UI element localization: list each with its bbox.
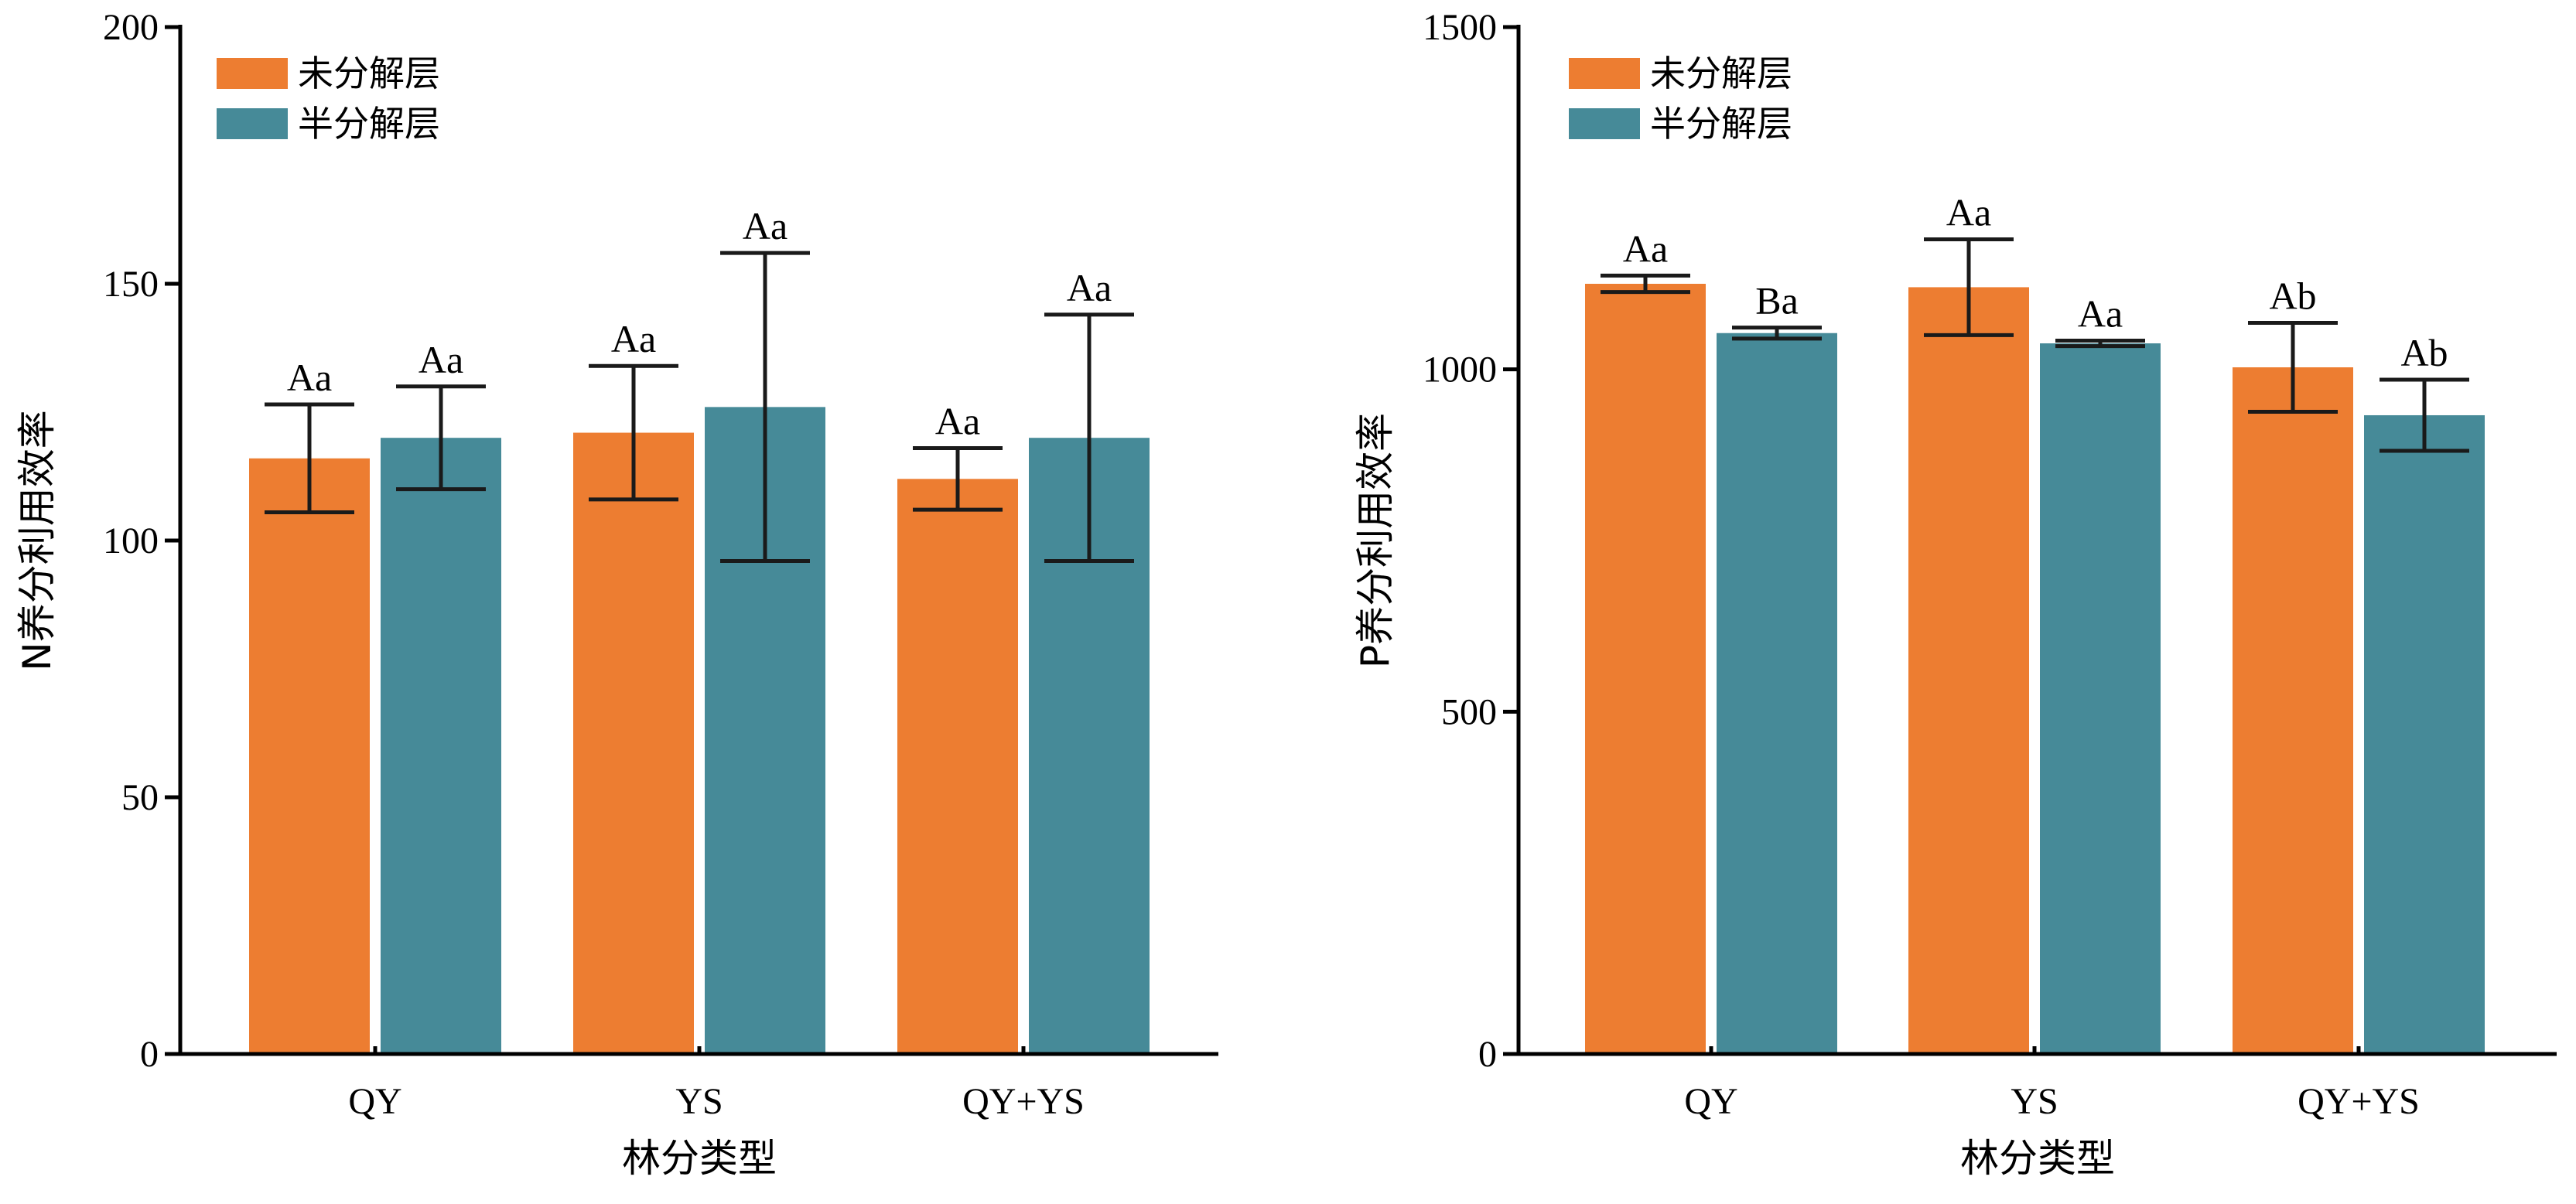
x-tick-label: QY — [348, 1081, 401, 1122]
y-tick-label: 200 — [103, 7, 159, 48]
x-tick-label: QY+YS — [2298, 1081, 2420, 1122]
y-tick-label: 0 — [140, 1034, 159, 1075]
bar-QY+YS-半分解层 — [2364, 414, 2485, 1054]
significance-label: Ba — [1755, 279, 1799, 322]
y-tick-label: 100 — [103, 520, 159, 561]
significance-label: Aa — [611, 317, 656, 360]
significance-label: Aa — [1067, 266, 1112, 309]
y-tick-label: 1500 — [1423, 7, 1497, 48]
y-tick-label: 150 — [103, 264, 159, 305]
legend-swatch — [217, 108, 288, 139]
legend-label: 半分解层 — [1650, 103, 1792, 145]
x-tick-label: YS — [675, 1081, 723, 1122]
significance-label: Ab — [2400, 331, 2448, 374]
significance-label: Aa — [1946, 190, 1991, 234]
bar-YS-半分解层 — [2040, 343, 2161, 1054]
x-tick-label: YS — [2011, 1081, 2058, 1122]
bar-QY+YS-未分解层 — [2233, 367, 2353, 1054]
legend-swatch — [1569, 108, 1640, 139]
bar-QY+YS-未分解层 — [897, 479, 1018, 1054]
x-axis-title: 林分类型 — [622, 1136, 777, 1181]
significance-label: Aa — [1623, 227, 1668, 270]
bar-YS-未分解层 — [573, 432, 694, 1054]
bar-QY-半分解层 — [381, 438, 501, 1054]
chart-n-efficiency: Aa Aa Aa Aa Aa Aa 0 50 100 150 200 QY YS QY+YS 林分类型 N养分… — [15, 7, 1218, 1181]
y-axis-title: N养分利用效率 — [15, 410, 60, 670]
significance-label: Aa — [2078, 292, 2123, 335]
significance-label: Aa — [287, 356, 332, 399]
legend-label: 未分解层 — [1650, 53, 1792, 94]
bar-QY-未分解层 — [249, 458, 370, 1054]
y-tick-label: 0 — [1478, 1034, 1497, 1075]
legend-label: 半分解层 — [298, 103, 440, 145]
bar-QY-未分解层 — [1585, 284, 1706, 1054]
y-tick-label: 500 — [1441, 691, 1497, 732]
x-axis-title: 林分类型 — [1960, 1136, 2115, 1181]
legend-label: 未分解层 — [298, 53, 440, 94]
legend-swatch — [1569, 58, 1640, 89]
x-tick-label: QY+YS — [962, 1081, 1085, 1122]
legend-swatch — [217, 58, 288, 89]
significance-label: Aa — [419, 338, 463, 381]
significance-label: Ab — [2269, 274, 2316, 317]
x-tick-label: QY — [1684, 1081, 1737, 1122]
y-tick-label: 1000 — [1423, 350, 1497, 391]
significance-label: Aa — [935, 399, 980, 442]
chart-p-efficiency: Aa Aa Ab Ba Aa Ab 0 500 1000 1500 QY YS QY+YS 林分类型 P养分… — [1353, 7, 2557, 1181]
significance-label: Aa — [743, 204, 787, 247]
bar-YS-未分解层 — [1908, 287, 2029, 1055]
y-tick-label: 50 — [121, 777, 159, 818]
bar-QY-半分解层 — [1717, 333, 1837, 1054]
y-axis-title: P养分利用效率 — [1353, 413, 1398, 668]
